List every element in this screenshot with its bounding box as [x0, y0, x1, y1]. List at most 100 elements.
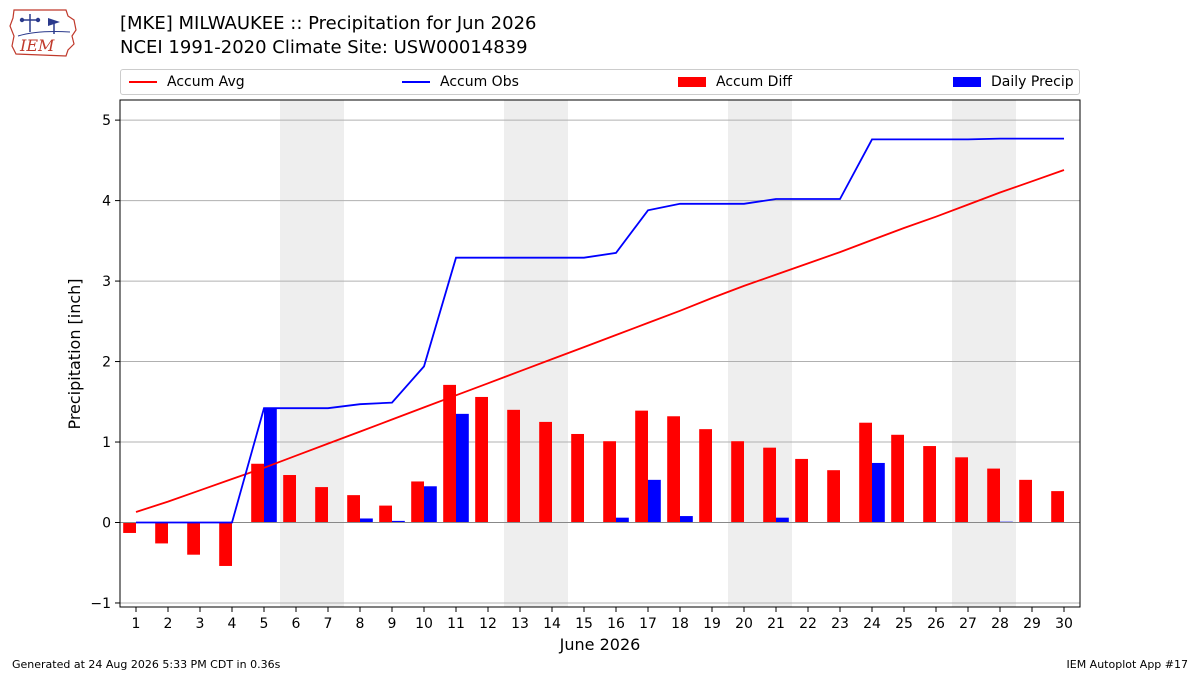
accum-diff-bar	[731, 441, 744, 523]
weekend-band	[536, 100, 568, 607]
x-tick-label: 27	[959, 616, 977, 632]
accum-obs-line	[136, 137, 1064, 524]
y-tick-label: 1	[102, 435, 111, 451]
accum-diff-bar	[443, 384, 456, 523]
x-tick-label: 23	[831, 616, 849, 632]
y-tick-label: 2	[102, 355, 111, 371]
x-axis-label: June 2026	[559, 635, 641, 654]
legend-swatch	[953, 77, 981, 87]
weekend-band	[984, 100, 1016, 607]
accum-diff-bar	[123, 522, 136, 533]
daily-precip-bar	[424, 486, 437, 523]
legend-label: Accum Obs	[440, 74, 519, 90]
footer-app: IEM Autoplot App #17	[1066, 658, 1189, 671]
x-tick-label: 24	[863, 616, 881, 632]
iem-logo: IEM	[9, 9, 77, 57]
x-tick-label: 9	[388, 616, 397, 632]
accum-diff-bar	[1051, 491, 1064, 523]
weekend-band	[952, 100, 984, 607]
accum-diff-bar	[891, 434, 904, 523]
legend-swatch	[129, 81, 157, 83]
accum-diff-bar	[955, 457, 968, 523]
title-line-2: NCEI 1991-2020 Climate Site: USW00014839	[120, 37, 528, 58]
accum-diff-bar	[923, 446, 936, 523]
y-tick-label: 0	[102, 516, 111, 532]
legend-label: Accum Diff	[716, 74, 793, 90]
x-tick-label: 7	[324, 616, 333, 632]
accum-diff-bar	[155, 522, 168, 544]
accum-diff-bar	[571, 433, 584, 523]
weekend-band	[728, 100, 760, 607]
accum-diff-bar	[987, 468, 1000, 523]
accum-diff-bar	[827, 470, 840, 523]
x-tick-label: 15	[575, 616, 593, 632]
daily-precip-bar	[392, 520, 405, 523]
accum-diff-bar	[603, 441, 616, 523]
accum-diff-bar	[379, 505, 392, 523]
x-tick-label: 14	[543, 616, 561, 632]
chart-legend: Accum Avg Accum Obs Accum Diff Daily Pre…	[120, 69, 1080, 95]
legend-swatch	[678, 77, 706, 87]
accum-diff-bar	[219, 522, 232, 566]
x-tick-label: 12	[479, 616, 497, 632]
accum-diff-bar	[411, 481, 424, 523]
accum-diff-bar	[475, 396, 488, 523]
y-axis-label: Precipitation [inch]	[65, 278, 84, 429]
accum-diff-bar	[667, 416, 680, 523]
legend-item-daily-precip: Daily Precip	[953, 70, 1074, 94]
accum-diff-bar	[251, 463, 264, 523]
daily-precip-bar	[872, 462, 885, 523]
accum-diff-bar	[763, 447, 776, 523]
x-tick-label: 17	[639, 616, 657, 632]
footer-generated: Generated at 24 Aug 2026 5:33 PM CDT in …	[12, 658, 281, 671]
x-tick-label: 30	[1055, 616, 1073, 632]
x-tick-label: 6	[292, 616, 301, 632]
title-line-1: [MKE] MILWAUKEE :: Precipitation for Jun…	[120, 13, 537, 34]
x-tick-label: 19	[703, 616, 721, 632]
accum-diff-bar	[859, 422, 872, 523]
daily-precip-bar	[776, 517, 789, 523]
legend-swatch	[402, 81, 430, 83]
plot-frame	[119, 99, 1081, 608]
x-tick-label: 3	[196, 616, 205, 632]
accum-diff-bar	[283, 475, 296, 523]
x-tick-label: 26	[927, 616, 945, 632]
weekend-band	[312, 100, 344, 607]
accum-diff-bar	[1019, 479, 1032, 523]
legend-label: Accum Avg	[167, 74, 245, 90]
x-tick-label: 20	[735, 616, 753, 632]
daily-precip-bar	[648, 479, 661, 523]
weekend-band	[280, 100, 312, 607]
x-tick-label: 4	[228, 616, 237, 632]
accum-diff-bar	[795, 458, 808, 523]
y-tick-label: 3	[102, 274, 111, 290]
weekend-band	[760, 100, 792, 607]
accum-avg-line	[135, 169, 1065, 513]
legend-label: Daily Precip	[991, 74, 1074, 90]
accum-diff-bar	[315, 487, 328, 523]
accum-diff-bar	[699, 429, 712, 523]
x-tick-label: 8	[356, 616, 365, 632]
legend-item-accum-avg: Accum Avg	[129, 70, 245, 94]
chart-title: [MKE] MILWAUKEE :: Precipitation for Jun…	[120, 12, 536, 60]
accum-diff-bar	[539, 421, 552, 523]
x-tick-label: 18	[671, 616, 689, 632]
legend-item-accum-diff: Accum Diff	[678, 70, 792, 94]
accum-diff-bar	[635, 410, 648, 523]
x-tick-label: 11	[447, 616, 465, 632]
y-tick-label: 4	[102, 194, 111, 210]
weekend-band	[504, 100, 536, 607]
accum-diff-bar	[347, 495, 360, 523]
x-tick-label: 1	[132, 616, 141, 632]
legend-item-accum-obs: Accum Obs	[402, 70, 519, 94]
accum-diff-bar	[187, 522, 200, 555]
x-tick-label: 16	[607, 616, 625, 632]
x-tick-label: 13	[511, 616, 529, 632]
x-tick-label: 2	[164, 616, 173, 632]
x-tick-label: 21	[767, 616, 785, 632]
x-tick-label: 29	[1023, 616, 1041, 632]
x-tick-label: 5	[260, 616, 269, 632]
accum-diff-bar	[507, 409, 520, 523]
y-tick-label: −1	[90, 596, 111, 612]
